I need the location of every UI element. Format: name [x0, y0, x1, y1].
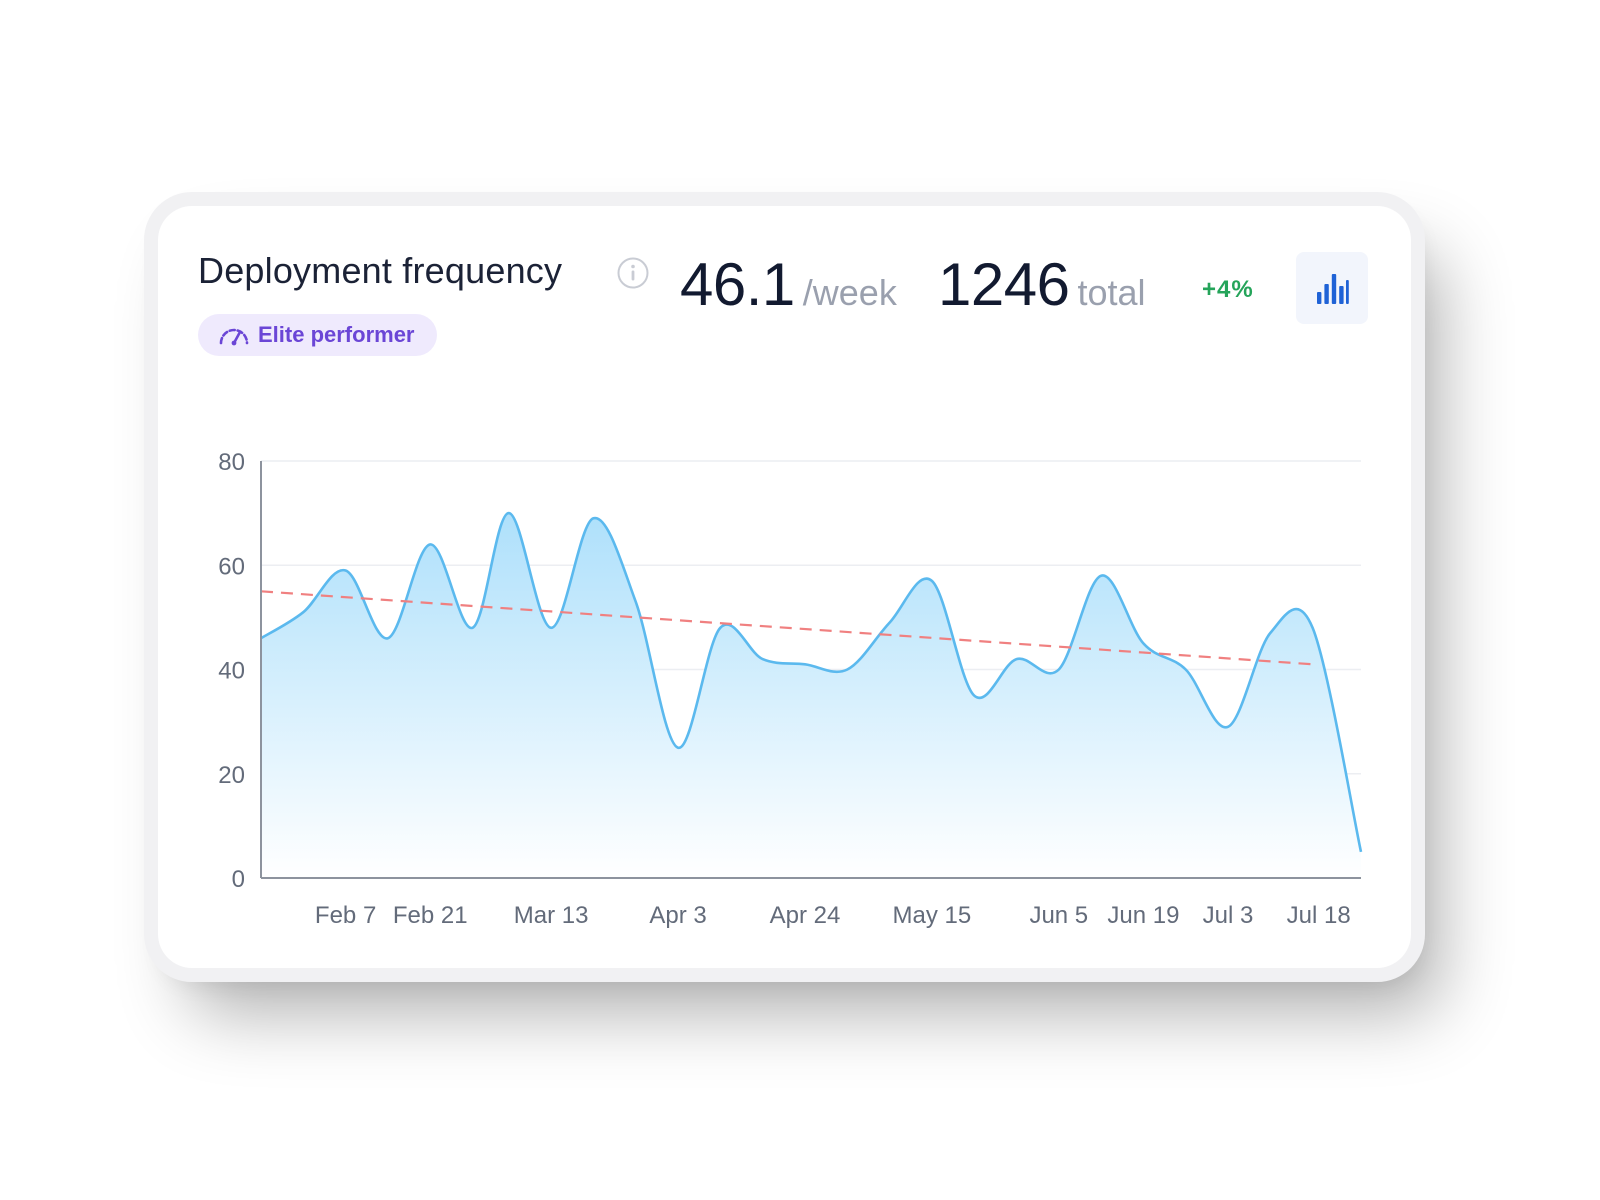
series-area: [261, 513, 1361, 878]
x-tick-label: May 15: [893, 902, 972, 929]
y-tick-label: 20: [218, 762, 245, 789]
total-unit: total: [1077, 272, 1146, 313]
speedometer-icon: [219, 328, 249, 346]
weekly-rate-value: 46.1: [680, 251, 795, 318]
x-tick-label: Mar 13: [514, 902, 589, 929]
x-tick-label: Jul 18: [1287, 902, 1351, 929]
x-tick-label: Feb 7: [315, 902, 376, 929]
x-tick-label: Apr 3: [649, 902, 706, 929]
chart-type-button[interactable]: [1296, 252, 1368, 324]
y-tick-label: 60: [218, 553, 245, 580]
deployment-area-chart: 0 20 40 60 80 Feb 7 Feb 21 Mar 13 Apr 3 Apr 24 May…: [218, 449, 1363, 929]
performance-badge: Elite performer: [198, 314, 437, 356]
x-tick-label: Jun 5: [1029, 902, 1088, 929]
weekly-rate-metric: 46.1/week: [680, 250, 897, 319]
x-tick-label: Apr 24: [770, 902, 841, 929]
change-percentage: +4%: [1202, 276, 1254, 303]
total-metric: 1246 total: [938, 250, 1146, 319]
deployment-frequency-card: Deployment frequency Elite performer 46.…: [158, 206, 1411, 968]
series-line: [260, 511, 1363, 853]
badge-label: Elite performer: [258, 322, 415, 347]
x-tick-label: Jul 3: [1203, 902, 1254, 929]
card-title: Deployment frequency: [198, 250, 563, 291]
y-tick-label: 80: [218, 449, 245, 476]
y-tick-label: 40: [218, 658, 245, 685]
bar-chart-icon: [1317, 274, 1349, 304]
x-tick-label: Feb 21: [393, 902, 468, 929]
total-value: 1246: [938, 251, 1070, 318]
y-tick-label: 0: [232, 866, 245, 893]
weekly-rate-unit: /week: [802, 272, 897, 313]
info-icon[interactable]: [616, 256, 650, 290]
x-tick-label: Jun 19: [1107, 902, 1179, 929]
trend-line: [260, 590, 1313, 666]
